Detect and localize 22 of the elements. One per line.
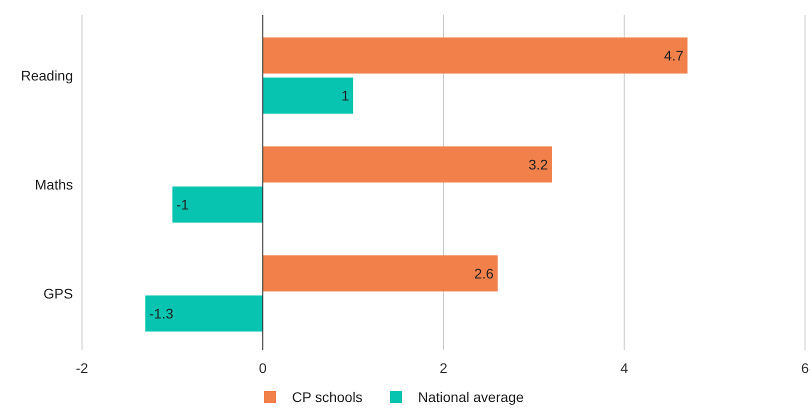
x-tick-label: -2: [76, 360, 88, 376]
y-tick-label: Reading: [20, 67, 73, 84]
data-label: -1: [176, 196, 190, 212]
bar: [262, 146, 552, 182]
legend-label: National average: [418, 389, 524, 405]
x-tick-label: 6: [801, 360, 810, 376]
data-label: 3.2: [528, 156, 548, 172]
y-tick-label: Maths: [34, 176, 73, 192]
bar: [145, 295, 263, 332]
data-label: 4.7: [664, 47, 684, 64]
bar: [262, 78, 354, 114]
y-tick-label: GPS: [43, 285, 73, 302]
data-label: -1.3: [149, 305, 174, 322]
data-label: 2.6: [474, 265, 494, 282]
x-tick-label: 4: [620, 360, 628, 376]
bar: [262, 255, 498, 292]
legend-label: CP schools: [292, 389, 363, 405]
x-tick-label: 0: [258, 360, 267, 376]
bar: [172, 186, 263, 223]
data-label: 1: [341, 88, 350, 104]
bar: [262, 37, 688, 74]
x-tick-label: 2: [440, 360, 448, 376]
